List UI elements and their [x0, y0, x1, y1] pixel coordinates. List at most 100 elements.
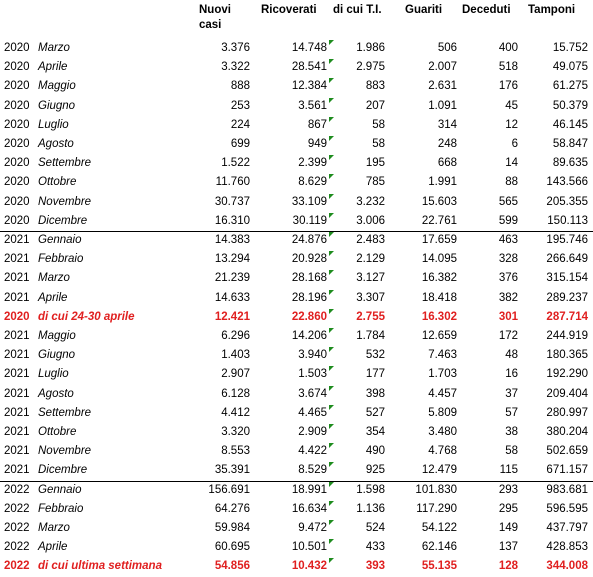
value-cell: 12.384 [291, 80, 327, 93]
value-cell: 11.760 [215, 176, 250, 189]
value-cell: 382 [498, 291, 518, 304]
value-cell: 8.629 [298, 176, 327, 189]
month-cell: Maggio [38, 330, 76, 342]
error-marker [329, 539, 334, 545]
value-cell: 37 [505, 387, 518, 400]
value-cell: 45 [505, 99, 518, 112]
month-cell: Dicembre [38, 214, 88, 227]
value-cell: 380.204 [546, 426, 588, 438]
value-cell: 24.876 [291, 234, 327, 246]
value-cell: 527 [365, 406, 385, 419]
value-cell: 35.391 [214, 464, 250, 477]
error-marker [329, 59, 334, 65]
month-cell: Marzo [38, 522, 70, 534]
error-marker [329, 404, 334, 410]
error-marker [329, 328, 334, 333]
value-cell: 867 [307, 118, 327, 131]
year-cell: 2021 [4, 253, 30, 266]
value-cell: 1.091 [428, 99, 457, 112]
value-cell: 4.465 [298, 406, 327, 419]
error-marker [329, 232, 334, 237]
error-marker [329, 347, 334, 353]
value-cell: 883 [365, 80, 385, 93]
error-marker [329, 366, 334, 372]
value-cell: 207 [365, 99, 385, 112]
error-marker [329, 558, 334, 564]
value-cell: 301 [498, 310, 518, 323]
value-cell: 117.290 [416, 502, 457, 515]
value-cell: 785 [365, 176, 385, 189]
value-cell: 60.695 [214, 541, 250, 554]
year-cell: 2021 [4, 349, 30, 362]
value-cell: 14.095 [421, 253, 457, 266]
value-cell: 14.633 [214, 291, 250, 304]
value-cell: 38 [505, 426, 518, 438]
year-cell: 2021 [4, 426, 30, 438]
value-cell: 3.320 [221, 426, 250, 438]
error-marker [329, 155, 334, 161]
value-cell: 12.479 [421, 464, 457, 477]
value-cell: 14.748 [291, 42, 327, 54]
year-cell: 2020 [4, 195, 30, 208]
value-cell: 195 [365, 157, 385, 170]
value-cell: 10.501 [291, 541, 327, 554]
year-cell: 2020 [4, 214, 30, 227]
value-cell: 21.239 [214, 272, 250, 285]
error-marker [329, 270, 334, 276]
value-cell: 1.784 [356, 330, 385, 342]
value-cell: 280.997 [546, 406, 588, 419]
value-cell: 2.907 [221, 368, 250, 381]
value-cell: 8.529 [298, 464, 327, 477]
value-cell: 14.383 [214, 234, 250, 246]
value-cell: 983.681 [546, 483, 588, 496]
column-header: Ricoverati [261, 4, 317, 16]
month-cell: di cui 24-30 aprile [38, 310, 135, 323]
month-cell: Novembre [38, 195, 92, 208]
value-cell: 59.984 [214, 522, 250, 534]
month-cell: Novembre [38, 445, 92, 458]
value-cell: 180.365 [546, 349, 588, 362]
error-marker [329, 136, 334, 141]
value-cell: 2.975 [356, 61, 385, 74]
year-cell: 2020 [4, 310, 30, 323]
value-cell: 195.746 [546, 234, 588, 246]
value-cell: 172 [498, 330, 518, 342]
value-cell: 3.674 [298, 387, 327, 400]
value-cell: 532 [365, 349, 385, 362]
month-cell: Agosto [38, 387, 74, 400]
month-cell: Marzo [38, 42, 70, 54]
month-cell: Settembre [38, 157, 92, 170]
value-cell: 16 [505, 368, 518, 381]
value-cell: 354 [365, 426, 385, 438]
value-cell: 16.310 [214, 214, 250, 227]
value-cell: 524 [365, 522, 385, 534]
month-cell: Gennaio [38, 234, 82, 246]
value-cell: 253 [230, 99, 250, 112]
value-cell: 266.649 [546, 253, 588, 266]
value-cell: 248 [437, 138, 457, 150]
value-cell: 2.755 [356, 310, 385, 323]
year-cell: 2022 [4, 502, 30, 515]
value-cell: 128 [498, 560, 518, 573]
value-cell: 192.290 [546, 368, 588, 381]
error-marker [329, 481, 334, 487]
value-cell: 176 [498, 80, 518, 93]
error-marker [329, 289, 334, 295]
value-cell: 2.399 [298, 157, 327, 170]
error-marker [329, 116, 334, 122]
error-marker [329, 443, 334, 449]
error-marker [329, 97, 334, 103]
month-cell: Luglio [38, 118, 69, 131]
error-marker [329, 520, 334, 525]
value-cell: 62.146 [421, 541, 457, 554]
value-cell: 1.991 [428, 176, 457, 189]
value-cell: 490 [365, 445, 385, 458]
value-cell: 4.768 [428, 445, 457, 458]
value-cell: 209.404 [546, 387, 588, 400]
group-separator [0, 231, 593, 232]
value-cell: 16.634 [291, 502, 327, 515]
month-cell: Dicembre [38, 464, 88, 477]
error-marker [329, 174, 334, 180]
value-cell: 58 [372, 138, 385, 150]
